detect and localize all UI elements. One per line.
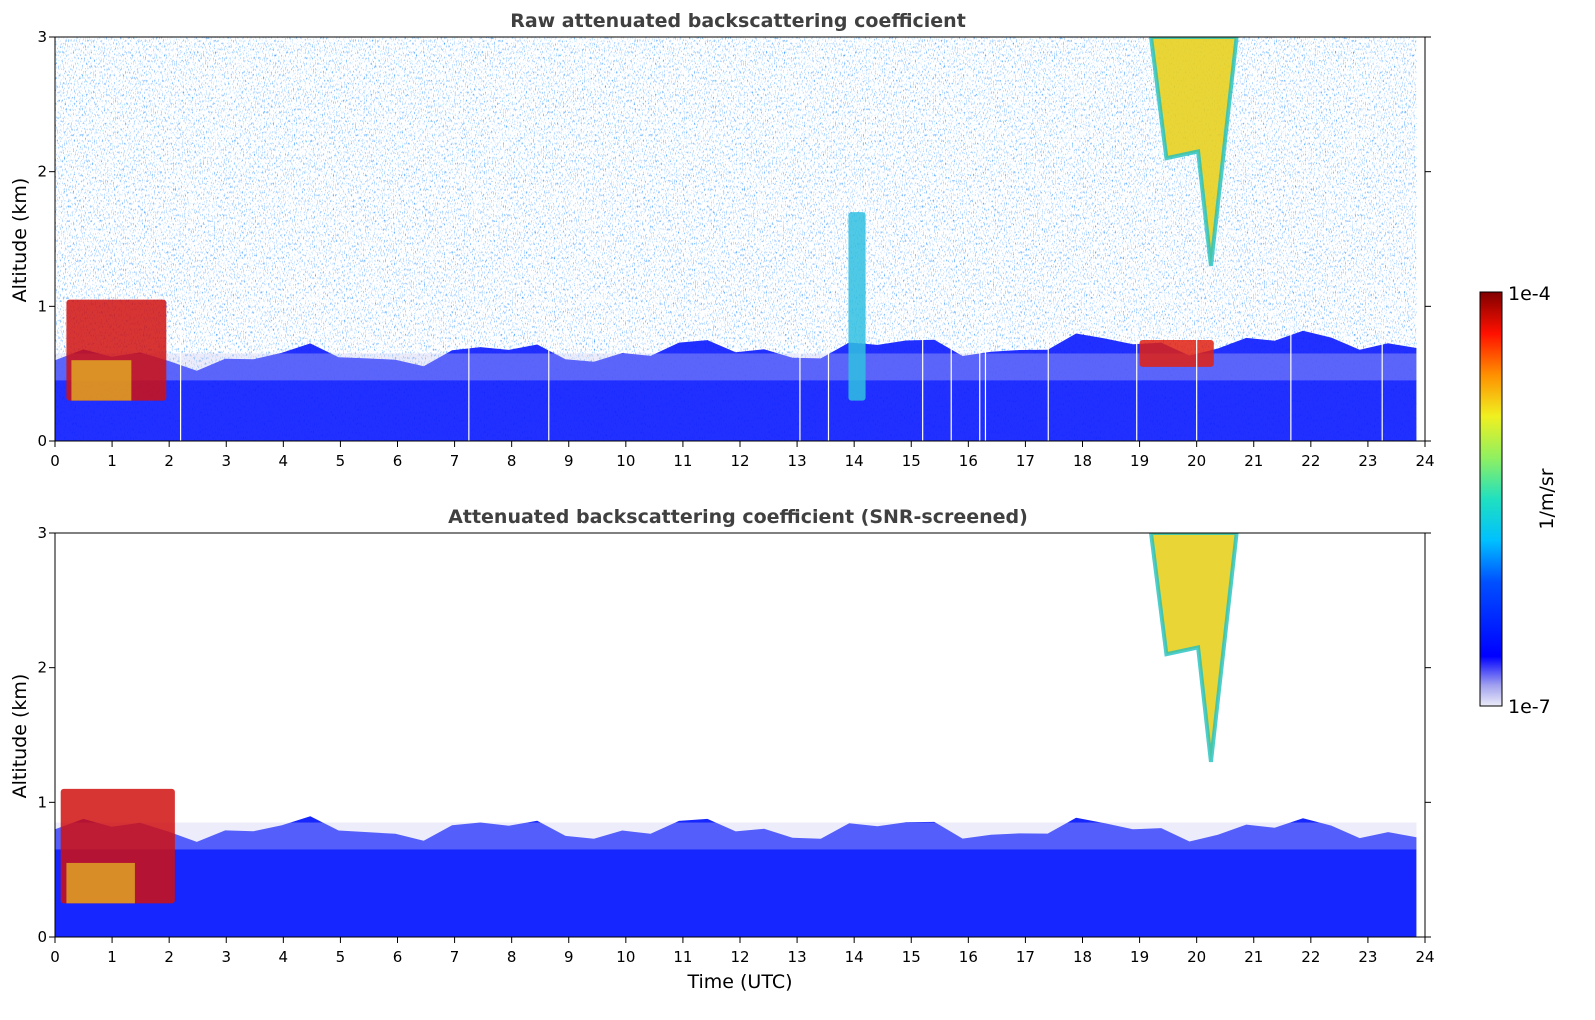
x-tick-label: 14 xyxy=(845,948,864,966)
feature-fall-streak-edge xyxy=(1148,533,1239,763)
x-tick-label: 14 xyxy=(845,452,864,470)
x-tick-label: 6 xyxy=(393,948,403,966)
x-tick-label: 22 xyxy=(1301,948,1320,966)
x-tick-label: 2 xyxy=(164,948,174,966)
x-tick-label: 18 xyxy=(1073,948,1092,966)
y-tick-label: 2 xyxy=(37,659,47,677)
x-tick-label: 15 xyxy=(902,452,921,470)
feature-boundary-layer xyxy=(55,816,1417,937)
x-axis-label: Time (UTC) xyxy=(686,971,792,993)
screened-panel-ticks: 0 1 2 3 4 5 6 7 8 9 10 11 12 13 14 15 16 17 18 19 20 21 22 23 24… xyxy=(37,524,1434,966)
feature-cloud-top xyxy=(1139,340,1214,367)
x-tick-label: 1 xyxy=(107,948,117,966)
screened-backscatter-panel: Attenuated backscattering coefficient (S… xyxy=(9,506,1435,993)
x-tick-label: 21 xyxy=(1244,948,1263,966)
x-tick-label: 8 xyxy=(507,452,517,470)
x-tick-label: 11 xyxy=(673,452,692,470)
x-tick-label: 10 xyxy=(616,948,635,966)
y-tick-label: 0 xyxy=(37,432,47,450)
x-tick-label: 8 xyxy=(507,948,517,966)
x-tick-label: 19 xyxy=(1130,948,1149,966)
y-tick-label: 3 xyxy=(37,28,47,46)
screened-backscatter-plot-area xyxy=(54,532,1426,938)
colorbar-unit-label: 1/m/sr xyxy=(1536,468,1558,529)
x-tick-label: 15 xyxy=(902,948,921,966)
x-tick-label: 13 xyxy=(788,948,807,966)
x-tick-label: 16 xyxy=(959,948,978,966)
feature-boundary-layer xyxy=(55,330,1417,441)
raw-panel-y-axis-label: Altitude (km) xyxy=(9,178,31,303)
x-tick-label: 17 xyxy=(1016,452,1035,470)
feature-fall-streak-edge xyxy=(1148,37,1239,267)
x-tick-label: 2 xyxy=(164,452,174,470)
x-tick-label: 5 xyxy=(336,452,346,470)
colorbar: 1e-4 1e-7 1/m/sr xyxy=(1479,283,1558,718)
y-tick-label: 1 xyxy=(37,793,47,811)
y-tick-label: 2 xyxy=(37,163,47,181)
feature-boundary-layer-top xyxy=(55,822,1417,850)
x-tick-label: 0 xyxy=(50,452,60,470)
x-tick-label: 6 xyxy=(393,452,403,470)
x-tick-label: 24 xyxy=(1415,452,1434,470)
x-tick-label: 10 xyxy=(616,452,635,470)
colorbar-min-label: 1e-7 xyxy=(1508,696,1551,718)
raw-panel-ticks: 0 1 2 3 4 5 6 7 8 9 10 11 12 13 14 15 16 17 18 19 20 21 22 23 24… xyxy=(37,28,1434,470)
x-tick-label: 9 xyxy=(564,948,574,966)
colorbar-max-label: 1e-4 xyxy=(1508,283,1551,305)
x-tick-label: 11 xyxy=(673,948,692,966)
y-tick-label: 0 xyxy=(37,928,47,946)
x-tick-label: 23 xyxy=(1358,452,1377,470)
x-tick-label: 16 xyxy=(959,452,978,470)
feature-thin-cloud xyxy=(848,212,866,401)
x-tick-label: 4 xyxy=(279,948,289,966)
colorbar-gradient xyxy=(1479,291,1503,707)
x-tick-label: 17 xyxy=(1016,948,1035,966)
x-tick-label: 3 xyxy=(221,948,231,966)
x-tick-label: 18 xyxy=(1073,452,1092,470)
raw-backscatter-panel: Raw attenuated backscattering coefficien… xyxy=(9,10,1435,470)
feature-low-cloud-core xyxy=(71,360,132,401)
x-tick-label: 12 xyxy=(730,948,749,966)
feature-low-cloud-core xyxy=(66,862,135,904)
x-tick-label: 3 xyxy=(221,452,231,470)
y-tick-label: 3 xyxy=(37,524,47,542)
x-tick-label: 0 xyxy=(50,948,60,966)
x-tick-label: 1 xyxy=(107,452,117,470)
x-tick-label: 7 xyxy=(450,452,460,470)
x-tick-label: 24 xyxy=(1415,948,1434,966)
y-tick-label: 1 xyxy=(37,297,47,315)
x-tick-label: 7 xyxy=(450,948,460,966)
x-tick-label: 5 xyxy=(336,948,346,966)
x-tick-label: 12 xyxy=(730,452,749,470)
x-tick-label: 4 xyxy=(279,452,289,470)
raw-panel-title: Raw attenuated backscattering coefficien… xyxy=(510,10,966,32)
x-tick-label: 23 xyxy=(1358,948,1377,966)
screened-panel-title: Attenuated backscattering coefficient (S… xyxy=(448,506,1028,528)
x-tick-label: 13 xyxy=(788,452,807,470)
x-tick-label: 22 xyxy=(1301,452,1320,470)
raw-backscatter-plot-area xyxy=(54,36,1426,442)
x-tick-label: 19 xyxy=(1130,452,1149,470)
x-tick-label: 20 xyxy=(1187,452,1206,470)
screened-panel-y-axis-label: Altitude (km) xyxy=(9,674,31,799)
x-tick-label: 21 xyxy=(1244,452,1263,470)
x-tick-label: 20 xyxy=(1187,948,1206,966)
x-tick-label: 9 xyxy=(564,452,574,470)
